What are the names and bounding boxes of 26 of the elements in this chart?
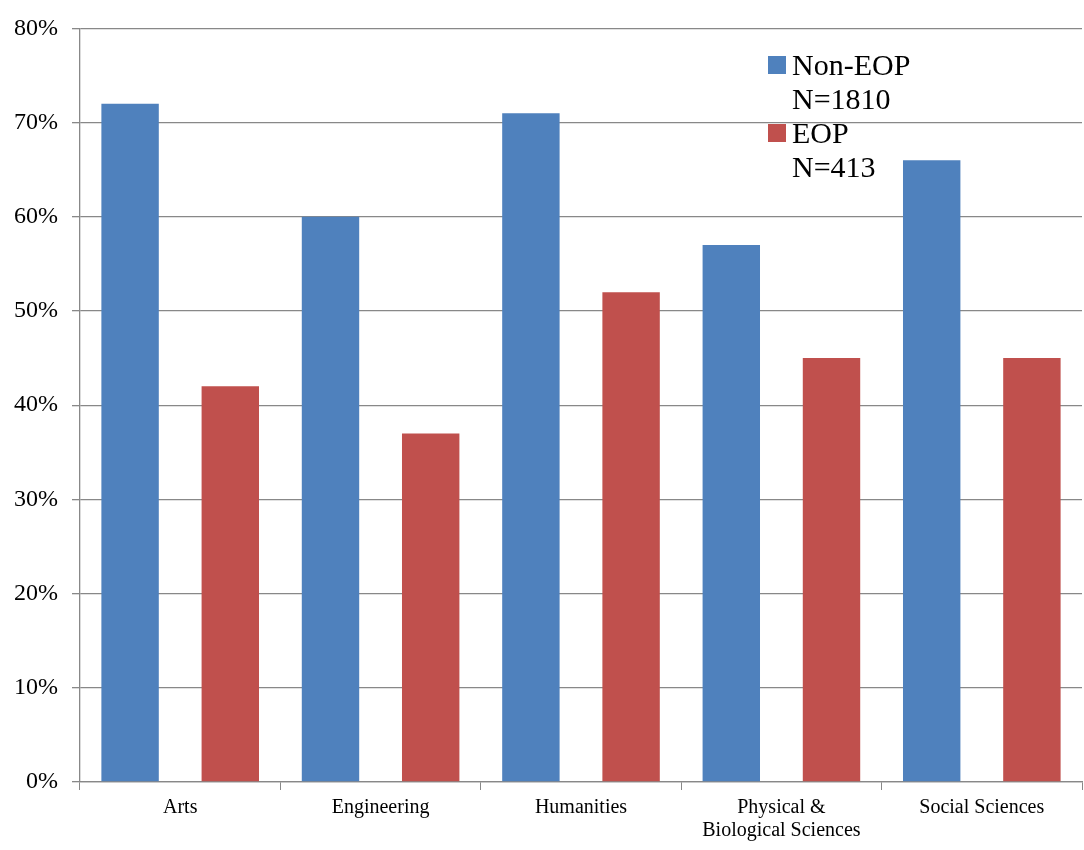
x-tick-label: Engineering (331, 794, 430, 818)
x-tick-label: Humanities (534, 794, 628, 817)
x-tick-label: Arts (162, 794, 198, 817)
legend-label: EOP N=413 (792, 116, 876, 184)
y-tick-label: 20% (13, 578, 58, 605)
x-tick-label: Social Sciences (919, 794, 1045, 817)
y-tick-label: 30% (13, 484, 58, 511)
bar (502, 113, 560, 782)
bar (802, 358, 861, 782)
bar (101, 103, 159, 782)
y-tick-label: 80% (13, 13, 58, 40)
bar (301, 216, 360, 782)
y-tick-label: 70% (13, 107, 58, 134)
x-tick-label: Physical & Biological Sciences (702, 794, 861, 841)
bar (902, 160, 961, 782)
bar (201, 386, 259, 782)
y-tick-label: 60% (13, 202, 58, 229)
bar (401, 433, 460, 782)
bar (1003, 358, 1061, 782)
y-tick-label: 10% (13, 673, 58, 700)
y-tick-label: 50% (13, 296, 58, 323)
bar (602, 292, 660, 782)
y-tick-label: 40% (13, 390, 58, 417)
legend-label: Non-EOP N=1810 (792, 48, 911, 116)
y-tick-label: 0% (25, 767, 58, 794)
bar (702, 245, 761, 782)
